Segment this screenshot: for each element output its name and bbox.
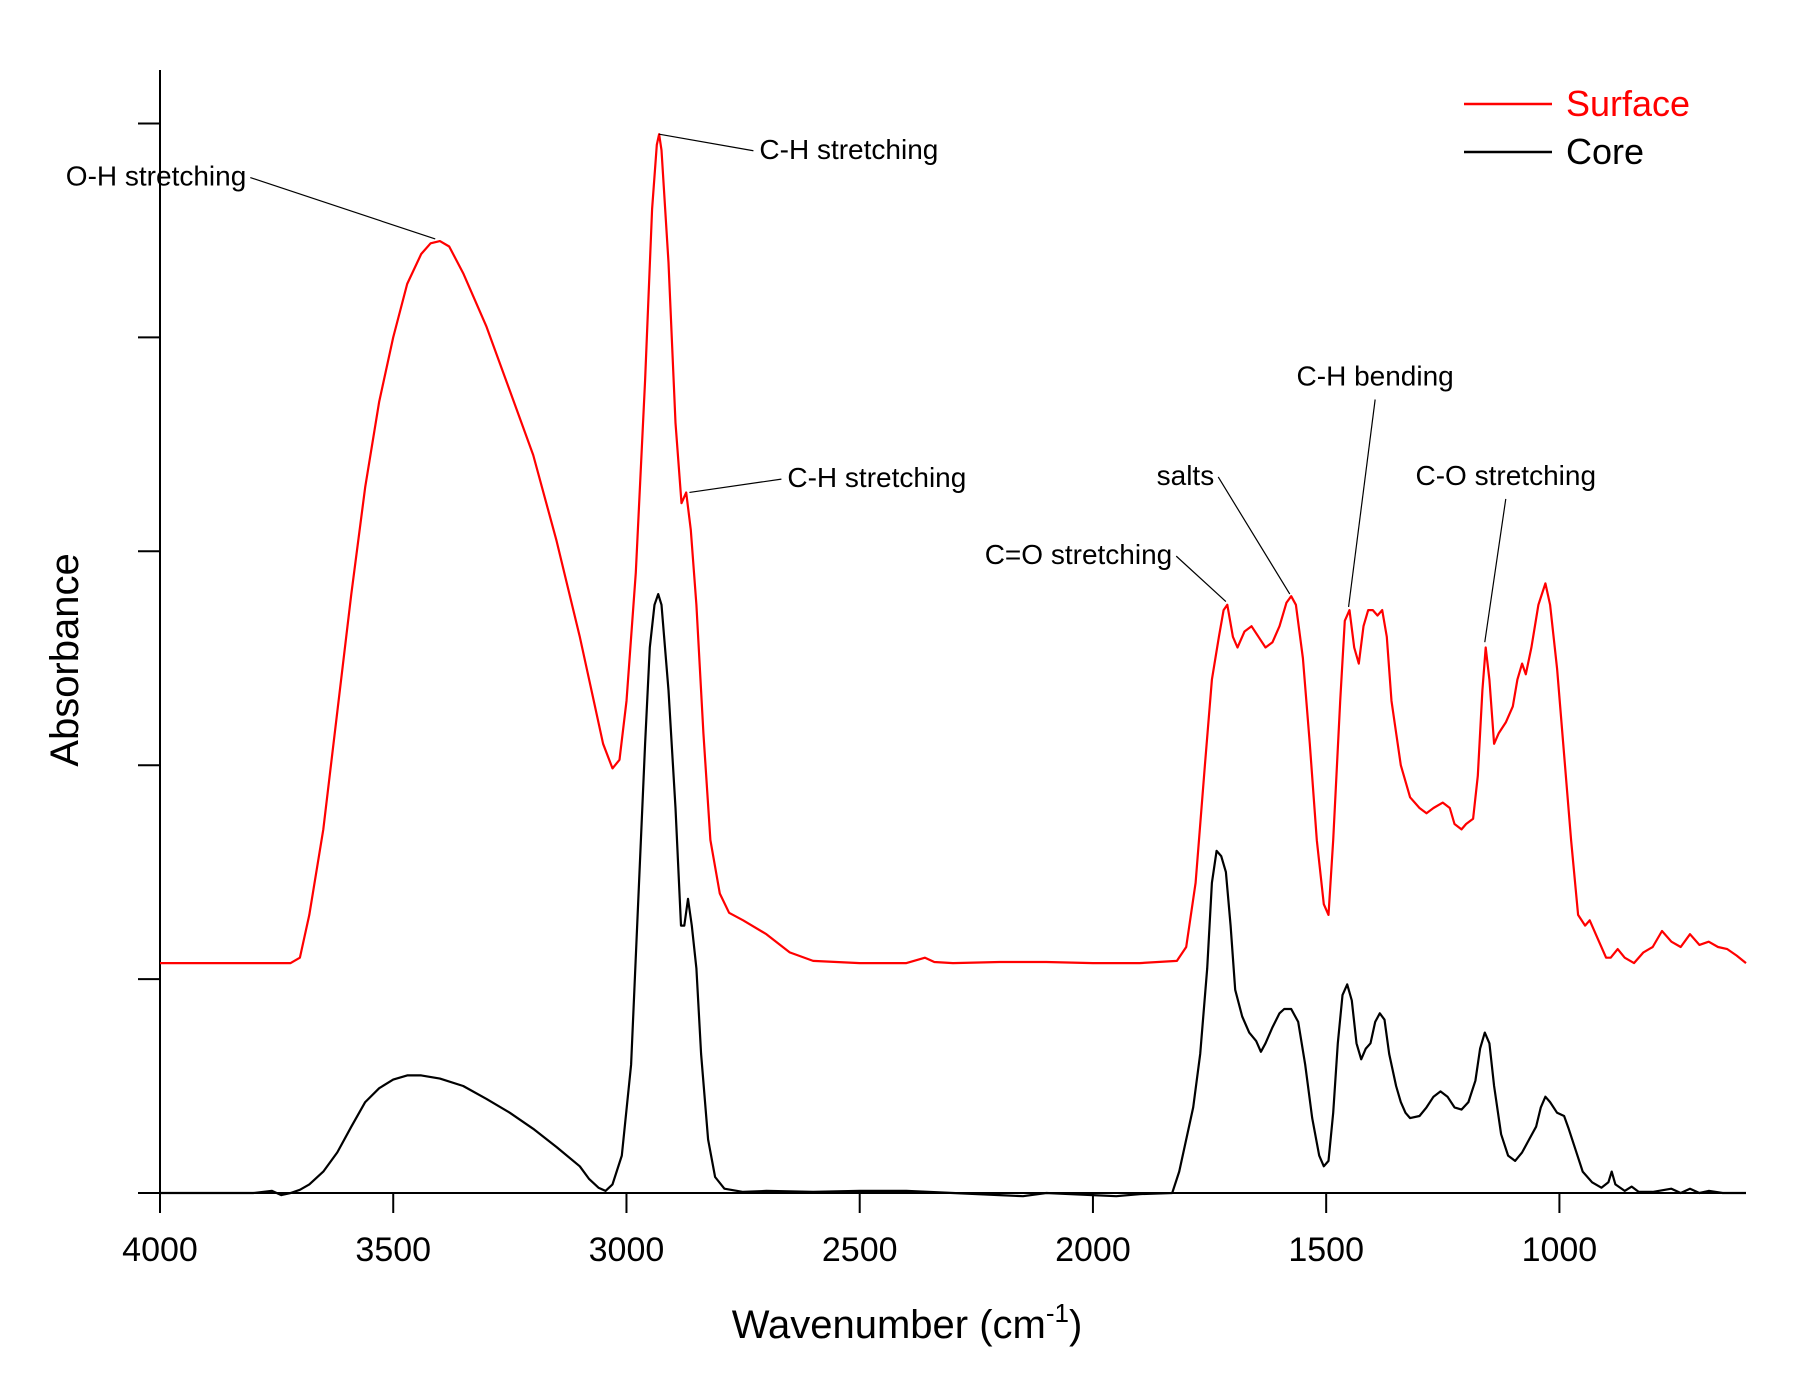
x-tick-label: 3000 <box>589 1231 665 1269</box>
annotation-label: C-H stretching <box>759 134 938 165</box>
annotation-label: salts <box>1157 460 1215 491</box>
x-axis-unit-base: cm <box>993 1303 1046 1347</box>
annotations-layer: O-H stretching C-H stretching C-H stretchi… <box>66 133 1597 643</box>
axes: 4000 3500 3000 2500 2000 1500 1000 <box>122 70 1746 1269</box>
x-tick-label: 2000 <box>1055 1231 1131 1269</box>
annotation-leader <box>689 478 782 494</box>
x-tick-label: 3500 <box>355 1231 431 1269</box>
series-line-core <box>160 593 1746 1198</box>
x-axis-unit-exp: -1 <box>1046 1298 1069 1328</box>
series-line-surface <box>160 133 1747 965</box>
annotation-label: C-H stretching <box>787 462 966 493</box>
annotation-label: O-H stretching <box>66 161 247 192</box>
annotation-leader <box>659 133 754 152</box>
x-tick-label: 4000 <box>122 1231 198 1269</box>
annotation-label: C-O stretching <box>1416 460 1597 491</box>
annotation-label: C=O stretching <box>985 539 1173 570</box>
annotation-label: C-H bending <box>1297 361 1454 392</box>
annotation-leader <box>1484 498 1507 643</box>
annotation-leader <box>1175 555 1227 602</box>
legend-label-core: Core <box>1566 131 1644 172</box>
annotation-leader <box>1347 399 1376 607</box>
annotation-leader <box>250 176 436 240</box>
legend-label-surface: Surface <box>1566 83 1690 124</box>
x-tick-label: 1000 <box>1522 1231 1598 1269</box>
x-tick-label: 2500 <box>822 1231 898 1269</box>
series-layer <box>160 133 1747 1198</box>
legend: Surface Core <box>1464 83 1690 172</box>
x-axis-title: Wavenumber (cm-1) <box>732 1298 1083 1347</box>
x-tick-label: 1500 <box>1288 1231 1364 1269</box>
annotation-leader <box>1217 476 1291 595</box>
x-axis-title-main: Wavenumber <box>732 1303 968 1347</box>
y-axis-title: Absorbance <box>43 553 87 766</box>
